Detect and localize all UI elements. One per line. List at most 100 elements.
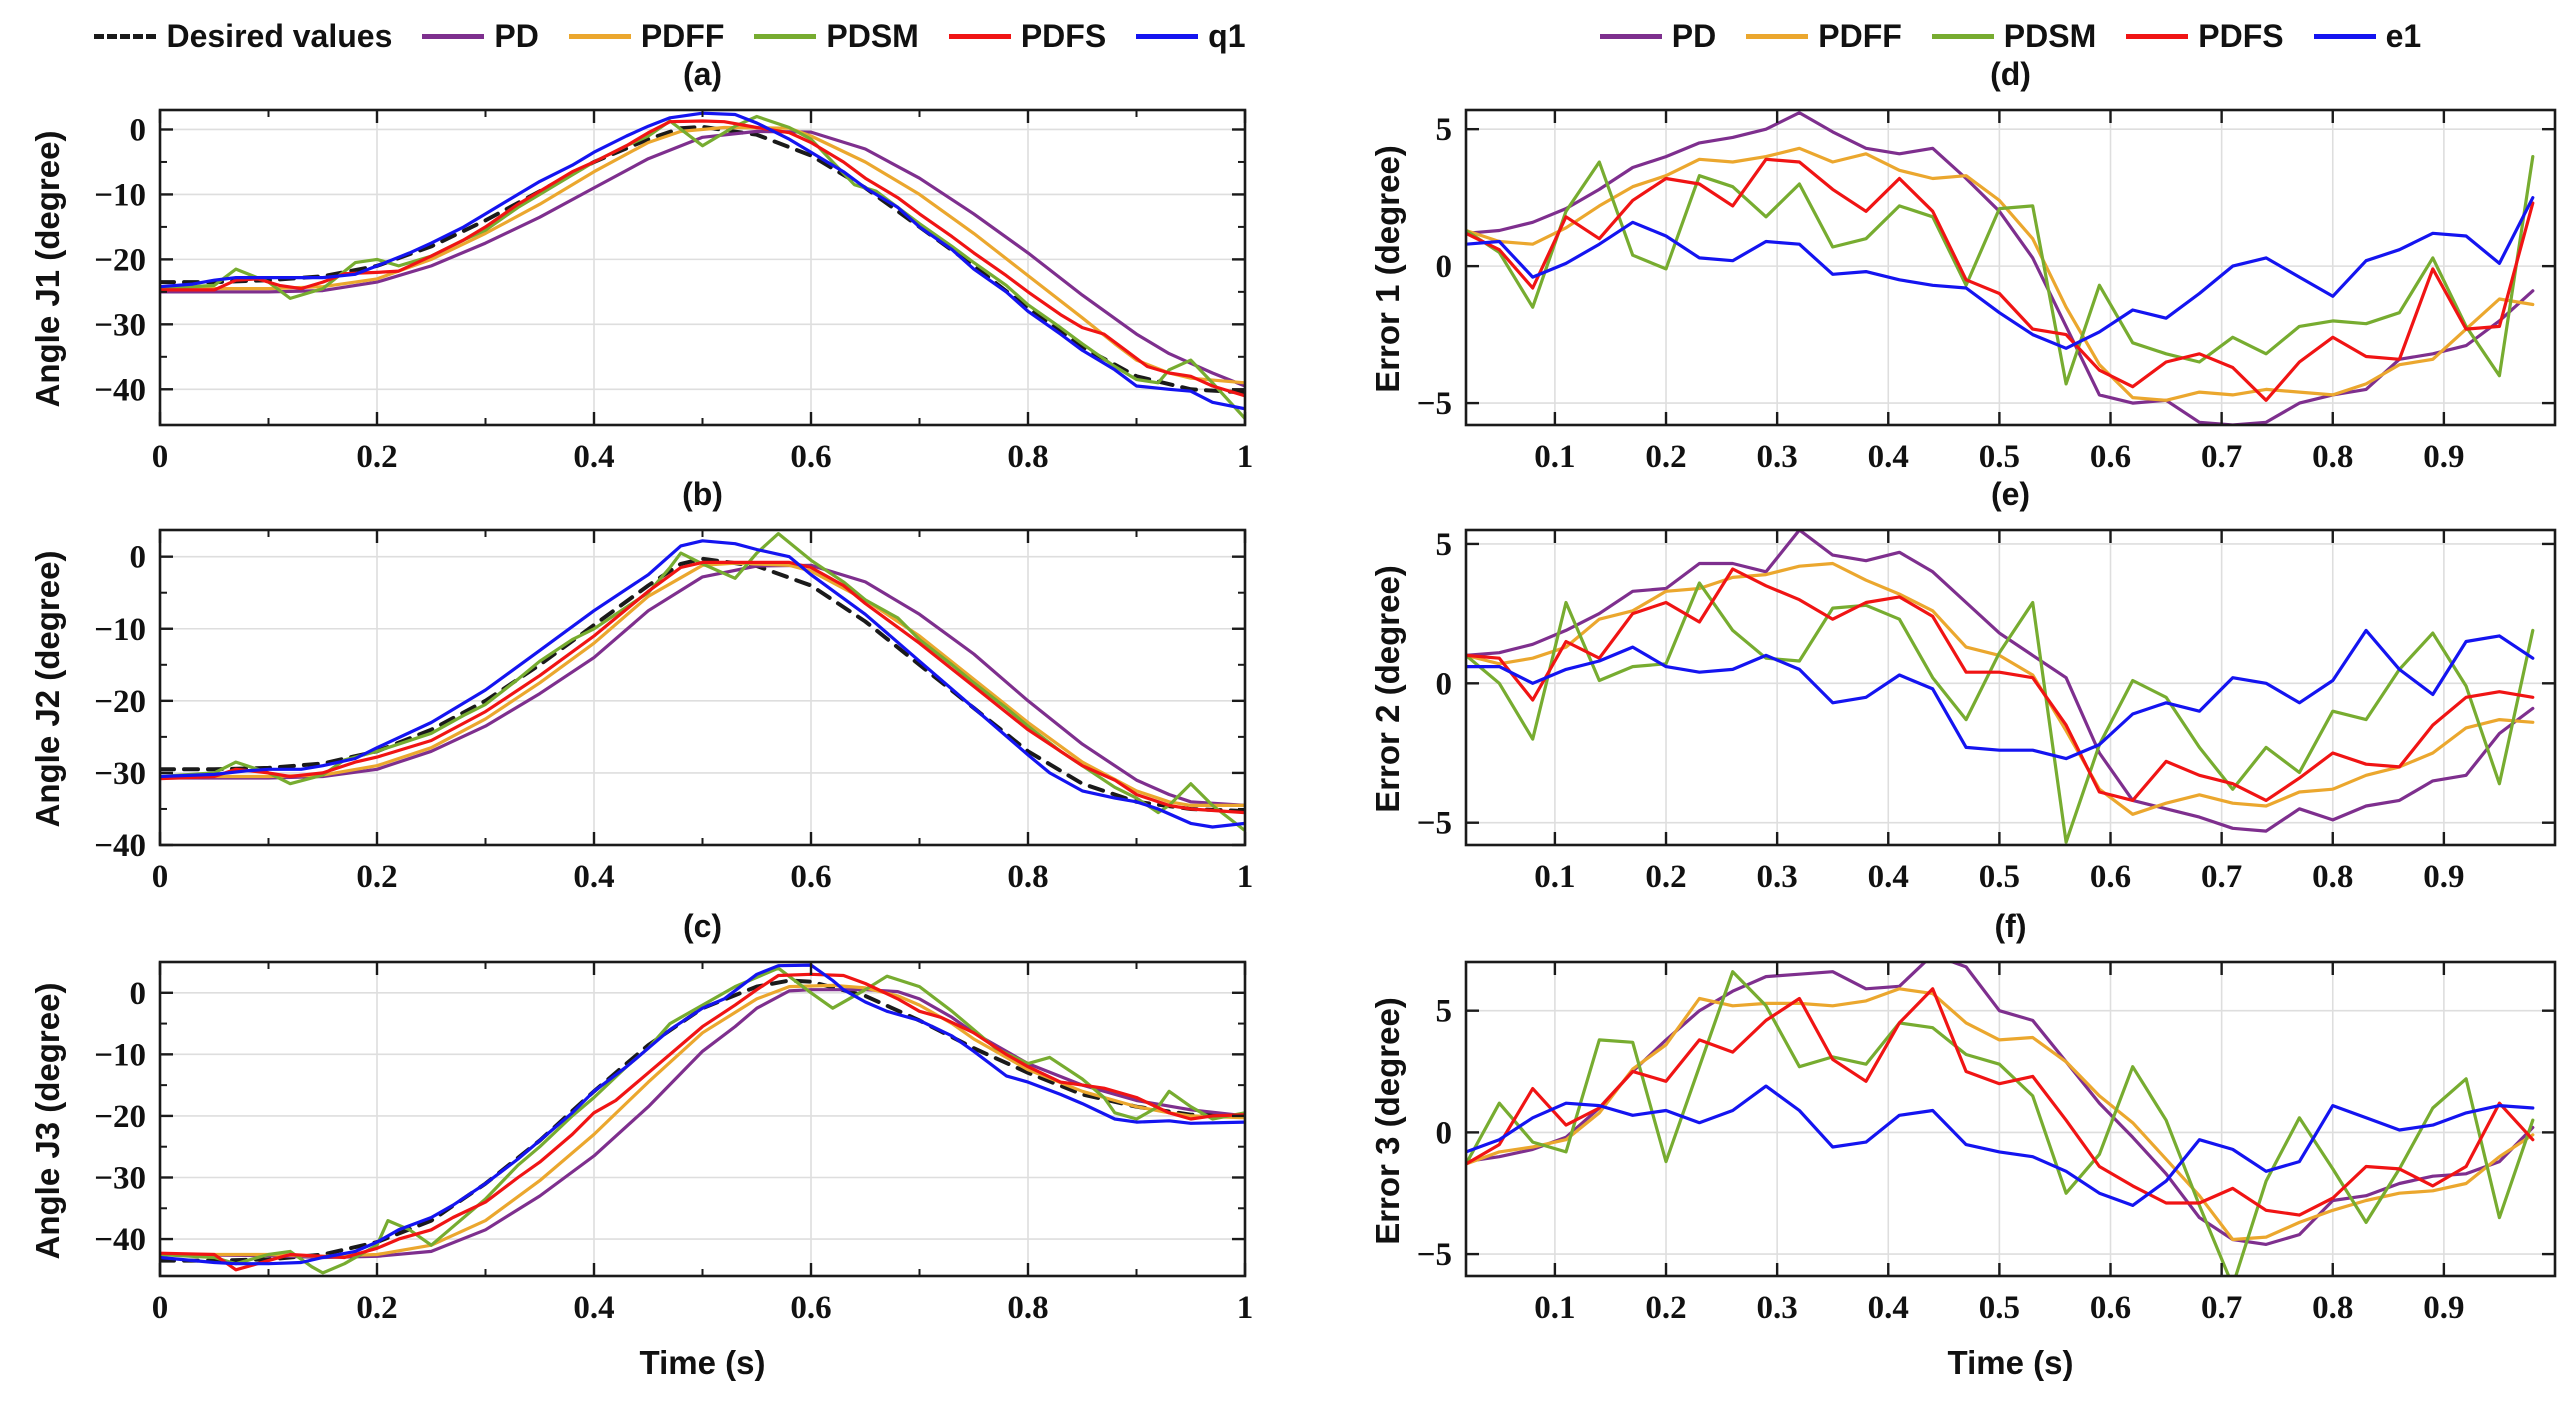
series-line-desired-values bbox=[160, 124, 1245, 395]
y-tick-label: −30 bbox=[94, 307, 146, 343]
x-tick-label: 0 bbox=[152, 859, 169, 895]
legend-entry-pdfs: PDFS bbox=[948, 18, 1107, 54]
series-line-q1 bbox=[160, 539, 1245, 829]
x-tick-label: 0.2 bbox=[1645, 1290, 1686, 1326]
plot-c: 0 0.2 0.4 0.6 0.8 1 0 −10 −20 −30 −40 bbox=[94, 960, 1254, 1326]
x-tick-label: 0.1 bbox=[1534, 439, 1575, 475]
x-tick-label: 0.1 bbox=[1534, 859, 1575, 895]
y-tick-label: 0 bbox=[1436, 1115, 1453, 1151]
legend-line-swatch bbox=[568, 33, 631, 39]
axes-box bbox=[1464, 108, 2557, 427]
series-line-e1 bbox=[1466, 1084, 2535, 1208]
x-tick-label: 0.7 bbox=[2201, 439, 2242, 475]
y-tick-label: −30 bbox=[94, 756, 146, 792]
legend-line-swatch bbox=[1599, 33, 1662, 39]
y-tick-label: 0 bbox=[130, 976, 147, 1012]
x-tick-label: 0.5 bbox=[1979, 859, 2020, 895]
series-line-pdfs bbox=[1466, 567, 2535, 803]
x-tick-label: 0.8 bbox=[1007, 1290, 1048, 1326]
series-line-pdfs bbox=[160, 119, 1245, 398]
legend-line-swatch bbox=[948, 33, 1011, 39]
series-line-pd bbox=[160, 988, 1245, 1260]
series-line-pdfs bbox=[160, 560, 1245, 815]
x-tick-label: 0.4 bbox=[1868, 439, 1909, 475]
legend-line-swatch bbox=[2126, 33, 2189, 39]
x-tick-label: 0.8 bbox=[2312, 859, 2353, 895]
legend-entry-pdff: PDFF bbox=[1746, 20, 1902, 52]
x-tick-label: 0.7 bbox=[2201, 1290, 2242, 1326]
x-tick-label: 0.4 bbox=[1868, 1290, 1909, 1326]
legend-label: PDFF bbox=[640, 18, 725, 54]
axes-box bbox=[158, 108, 1247, 427]
series-line-pdsm bbox=[1466, 581, 2535, 844]
y-axis-label-a: Angle J1 (degree) bbox=[29, 130, 66, 408]
y-tick-label: −40 bbox=[94, 1222, 146, 1258]
y-tick-label: −10 bbox=[94, 177, 146, 213]
series-line-desired-values bbox=[160, 978, 1245, 1263]
y-tick-label: −5 bbox=[1417, 1237, 1452, 1273]
legend-entry-e1: e1 bbox=[2313, 18, 2422, 54]
y-axis-label-e: Error 2 (degree) bbox=[1369, 565, 1406, 813]
x-tick-label: 0.6 bbox=[790, 439, 831, 475]
y-tick-label: −10 bbox=[94, 1037, 146, 1073]
legend-label: PD bbox=[1671, 18, 1717, 54]
x-tick-label: 0.2 bbox=[1645, 439, 1686, 475]
y-tick-label: −5 bbox=[1417, 386, 1452, 422]
plot-d: 0.1 0.2 0.3 0.4 0.5 0.6 0.7 0.8 0.9 5 0 −5 bbox=[1417, 108, 2557, 475]
y-tick-label: 0 bbox=[130, 540, 147, 576]
legend-label: PD bbox=[494, 18, 539, 54]
y-axis-label-c: Angle J3 (degree) bbox=[29, 982, 66, 1260]
series-line-e1 bbox=[1466, 628, 2535, 761]
x-tick-label: 0.3 bbox=[1757, 1290, 1798, 1326]
x-tick-label: 0.5 bbox=[1979, 439, 2020, 475]
legend-entry-q1: q1 bbox=[1136, 20, 1246, 52]
x-tick-label: 0.6 bbox=[790, 1290, 831, 1326]
plot-title-b: (b) bbox=[682, 476, 723, 512]
plot-b: 0 0.2 0.4 0.6 0.8 1 0 −10 −20 −30 −40 bbox=[94, 528, 1254, 895]
y-tick-label: −5 bbox=[1417, 806, 1452, 842]
legend-label: e1 bbox=[2385, 18, 2422, 54]
x-tick-label: 1 bbox=[1237, 859, 1254, 895]
y-tick-label: 5 bbox=[1436, 527, 1453, 563]
series-line-pd bbox=[1466, 530, 2535, 833]
plot-a: 0 0.2 0.4 0.6 0.8 1 0 −10 −20 −30 −40 bbox=[94, 108, 1253, 475]
x-tick-label: 0.8 bbox=[2312, 439, 2353, 475]
x-tick-label: 1 bbox=[1237, 1290, 1254, 1326]
x-tick-label: 0.6 bbox=[790, 859, 831, 895]
x-axis-label-right: Time (s) bbox=[1947, 1344, 2074, 1381]
x-tick-label: 0.9 bbox=[2423, 439, 2464, 475]
x-tick-label: 0.2 bbox=[356, 859, 397, 895]
plot-title-e: (e) bbox=[1990, 476, 2031, 512]
series-line-pdsm bbox=[1466, 155, 2535, 386]
series-line-pdsm bbox=[160, 966, 1245, 1275]
axes-box bbox=[1464, 528, 2557, 847]
y-axis-label-f: Error 3 (degree) bbox=[1369, 997, 1406, 1245]
y-tick-label: −30 bbox=[94, 1160, 146, 1196]
y-tick-label: −20 bbox=[94, 684, 146, 720]
legend-label: PDFS bbox=[2198, 18, 2284, 54]
y-tick-label: −40 bbox=[94, 828, 146, 864]
plot-title-f: (f) bbox=[1994, 908, 2027, 944]
y-axis-label-d: Error 1 (degree) bbox=[1369, 145, 1406, 393]
y-tick-label: −40 bbox=[94, 372, 146, 408]
legend-entry-pdsm: PDSM bbox=[754, 20, 919, 52]
legend-label: PDFS bbox=[1020, 18, 1107, 54]
series-line-pdfs bbox=[1466, 987, 2535, 1217]
plot-title-c: (c) bbox=[682, 908, 723, 944]
x-tick-label: 0.6 bbox=[2090, 439, 2131, 475]
y-tick-label: 5 bbox=[1436, 112, 1453, 148]
x-tick-label: 0.2 bbox=[356, 1290, 397, 1326]
series-line-pdfs bbox=[160, 972, 1245, 1272]
legend-entry-pdff: PDFF bbox=[568, 18, 725, 54]
axes-box bbox=[1464, 960, 2557, 1278]
legend-label: Desired values bbox=[166, 18, 393, 54]
legend-line-swatch bbox=[754, 33, 817, 39]
y-tick-label: 0 bbox=[130, 112, 147, 148]
legend-left: Desired values PD PDFF PDSM PDFS q1 bbox=[90, 14, 1250, 58]
x-tick-label: 0.7 bbox=[2201, 859, 2242, 895]
series-line-q1 bbox=[160, 111, 1245, 411]
series-line-q1 bbox=[160, 963, 1245, 1266]
legend-entry-pd: PD bbox=[1599, 18, 1717, 54]
